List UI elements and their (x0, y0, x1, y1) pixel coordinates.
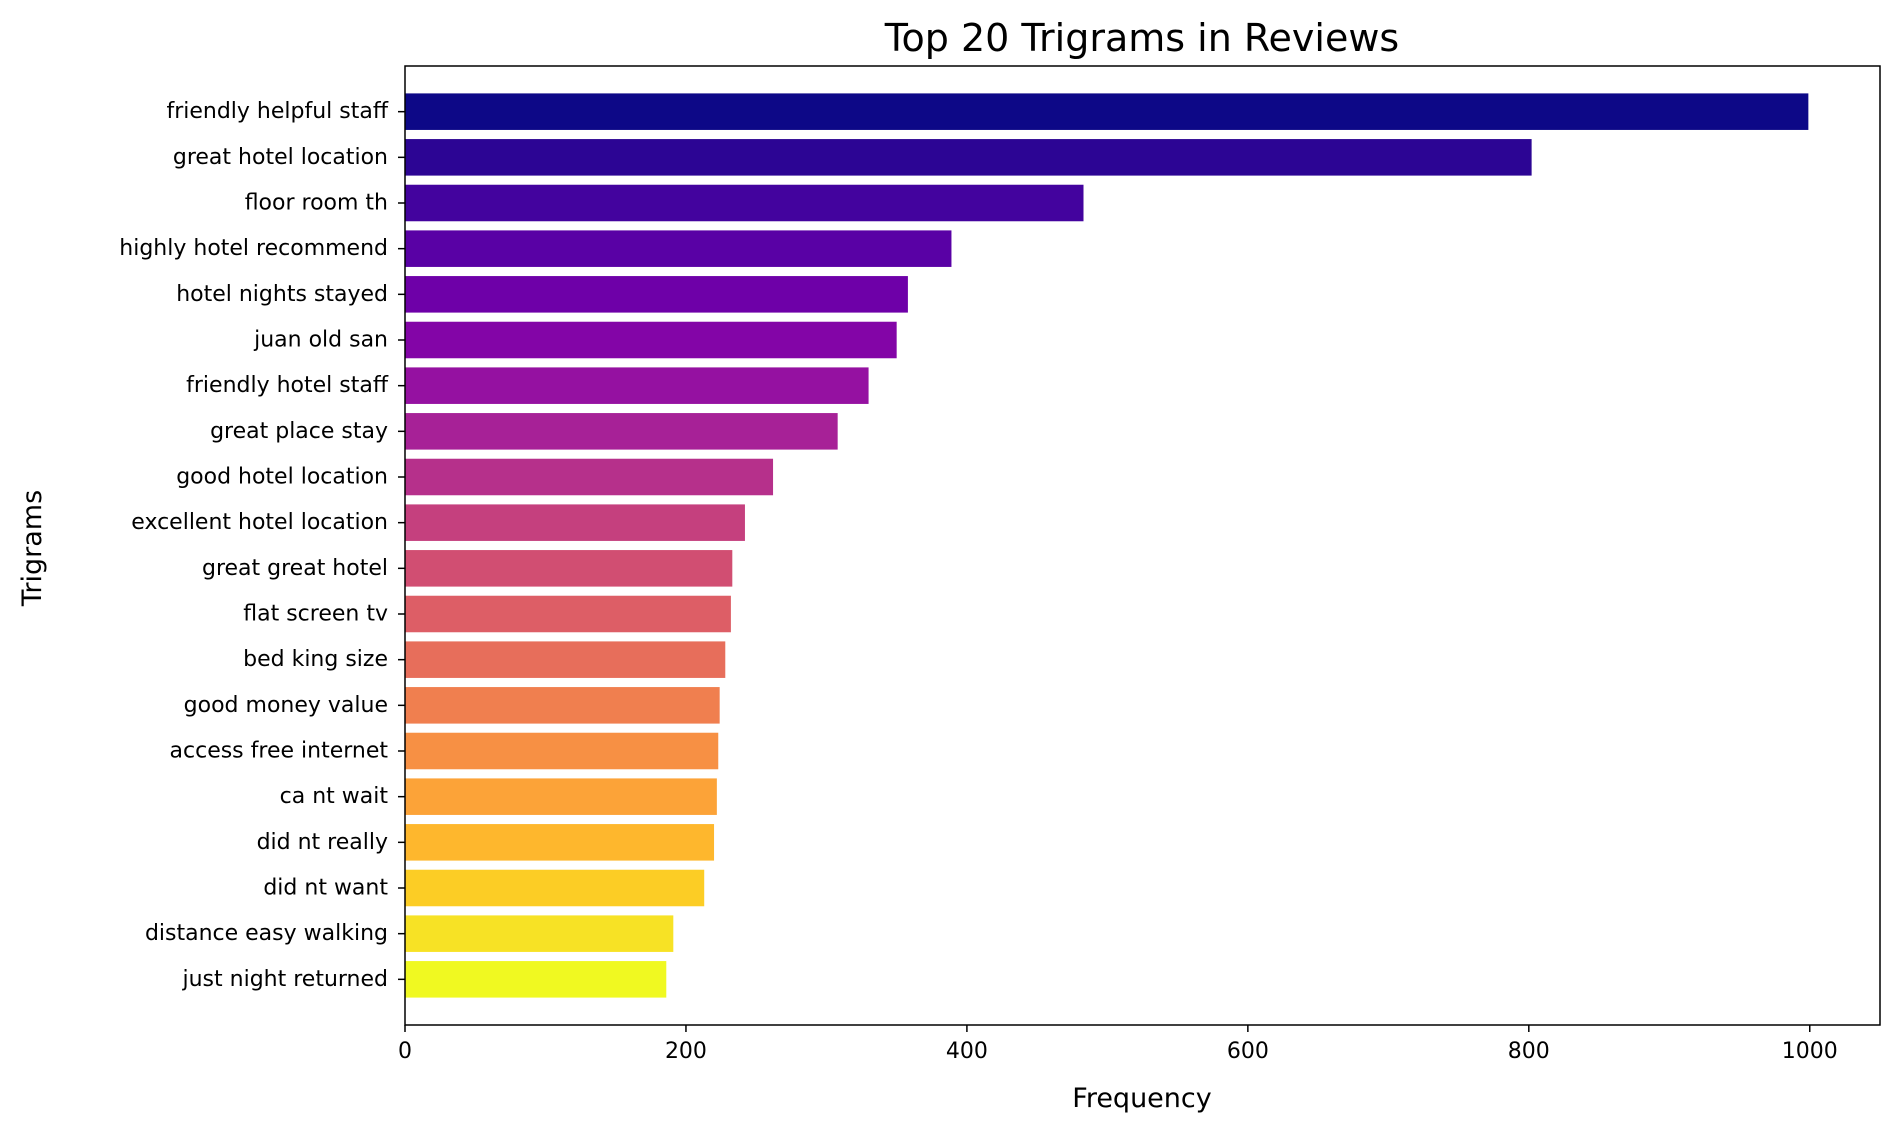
x-tick-label: 1000 (1782, 1039, 1838, 1064)
y-tick-label: good money value (184, 693, 388, 718)
bar-20 (405, 961, 667, 998)
bar-15 (405, 732, 719, 770)
bar-14 (405, 687, 720, 724)
y-tick-label: floor room th (245, 191, 388, 216)
plot-frame (404, 65, 1881, 1026)
x-axis-title: Frequency (1072, 1083, 1212, 1114)
x-tick-label: 400 (946, 1039, 988, 1064)
y-tick-label: friendly hotel staff (186, 373, 389, 398)
x-tick-label: 600 (1227, 1039, 1269, 1064)
bar-17 (405, 824, 715, 861)
bar-2 (405, 139, 1532, 176)
y-tick-label: great place stay (210, 419, 388, 444)
x-tick-label: 800 (1508, 1039, 1550, 1064)
y-axis-tick-labels: friendly helpful staff great hotel locati… (119, 99, 405, 992)
bar-9 (405, 458, 774, 496)
bar-7 (405, 367, 869, 404)
y-tick-label: great great hotel (202, 556, 388, 581)
y-tick-label: did nt really (257, 830, 388, 855)
y-tick-label: flat screen tv (243, 602, 388, 627)
y-tick-label: great hotel location (173, 145, 388, 170)
y-tick-label: friendly helpful staff (166, 99, 388, 124)
y-tick-label: bed king size (243, 647, 388, 672)
y-tick-label: juan old san (253, 328, 388, 353)
bars-group (405, 93, 1809, 998)
bar-3 (405, 184, 1084, 222)
x-axis-ticks: 0 200 400 600 800 1000 (398, 1025, 1838, 1064)
bar-18 (405, 869, 705, 907)
y-tick-label: access free internet (170, 739, 389, 764)
y-tick-label: distance easy walking (145, 921, 388, 946)
chart-title: Top 20 Trigrams in Reviews (884, 16, 1399, 60)
bar-1 (405, 93, 1809, 130)
bar-11 (405, 550, 733, 587)
bar-13 (405, 641, 726, 678)
y-tick-label: good hotel location (176, 465, 388, 490)
bar-5 (405, 276, 908, 313)
y-tick-label: hotel nights stayed (176, 282, 388, 307)
x-tick-label: 200 (665, 1039, 707, 1064)
y-tick-label: just night returned (182, 967, 389, 992)
bar-6 (405, 321, 897, 359)
y-tick-label: highly hotel recommend (119, 236, 388, 261)
bar-10 (405, 504, 745, 541)
x-tick-label: 0 (398, 1039, 412, 1064)
bar-12 (405, 595, 731, 633)
y-tick-label: ca nt wait (280, 784, 389, 809)
y-axis-title: Trigrams (17, 490, 48, 607)
y-tick-label: did nt want (263, 876, 388, 901)
bar-8 (405, 413, 838, 450)
bar-4 (405, 230, 952, 267)
bar-19 (405, 915, 674, 952)
y-tick-label: excellent hotel location (131, 510, 388, 535)
bar-16 (405, 778, 717, 815)
